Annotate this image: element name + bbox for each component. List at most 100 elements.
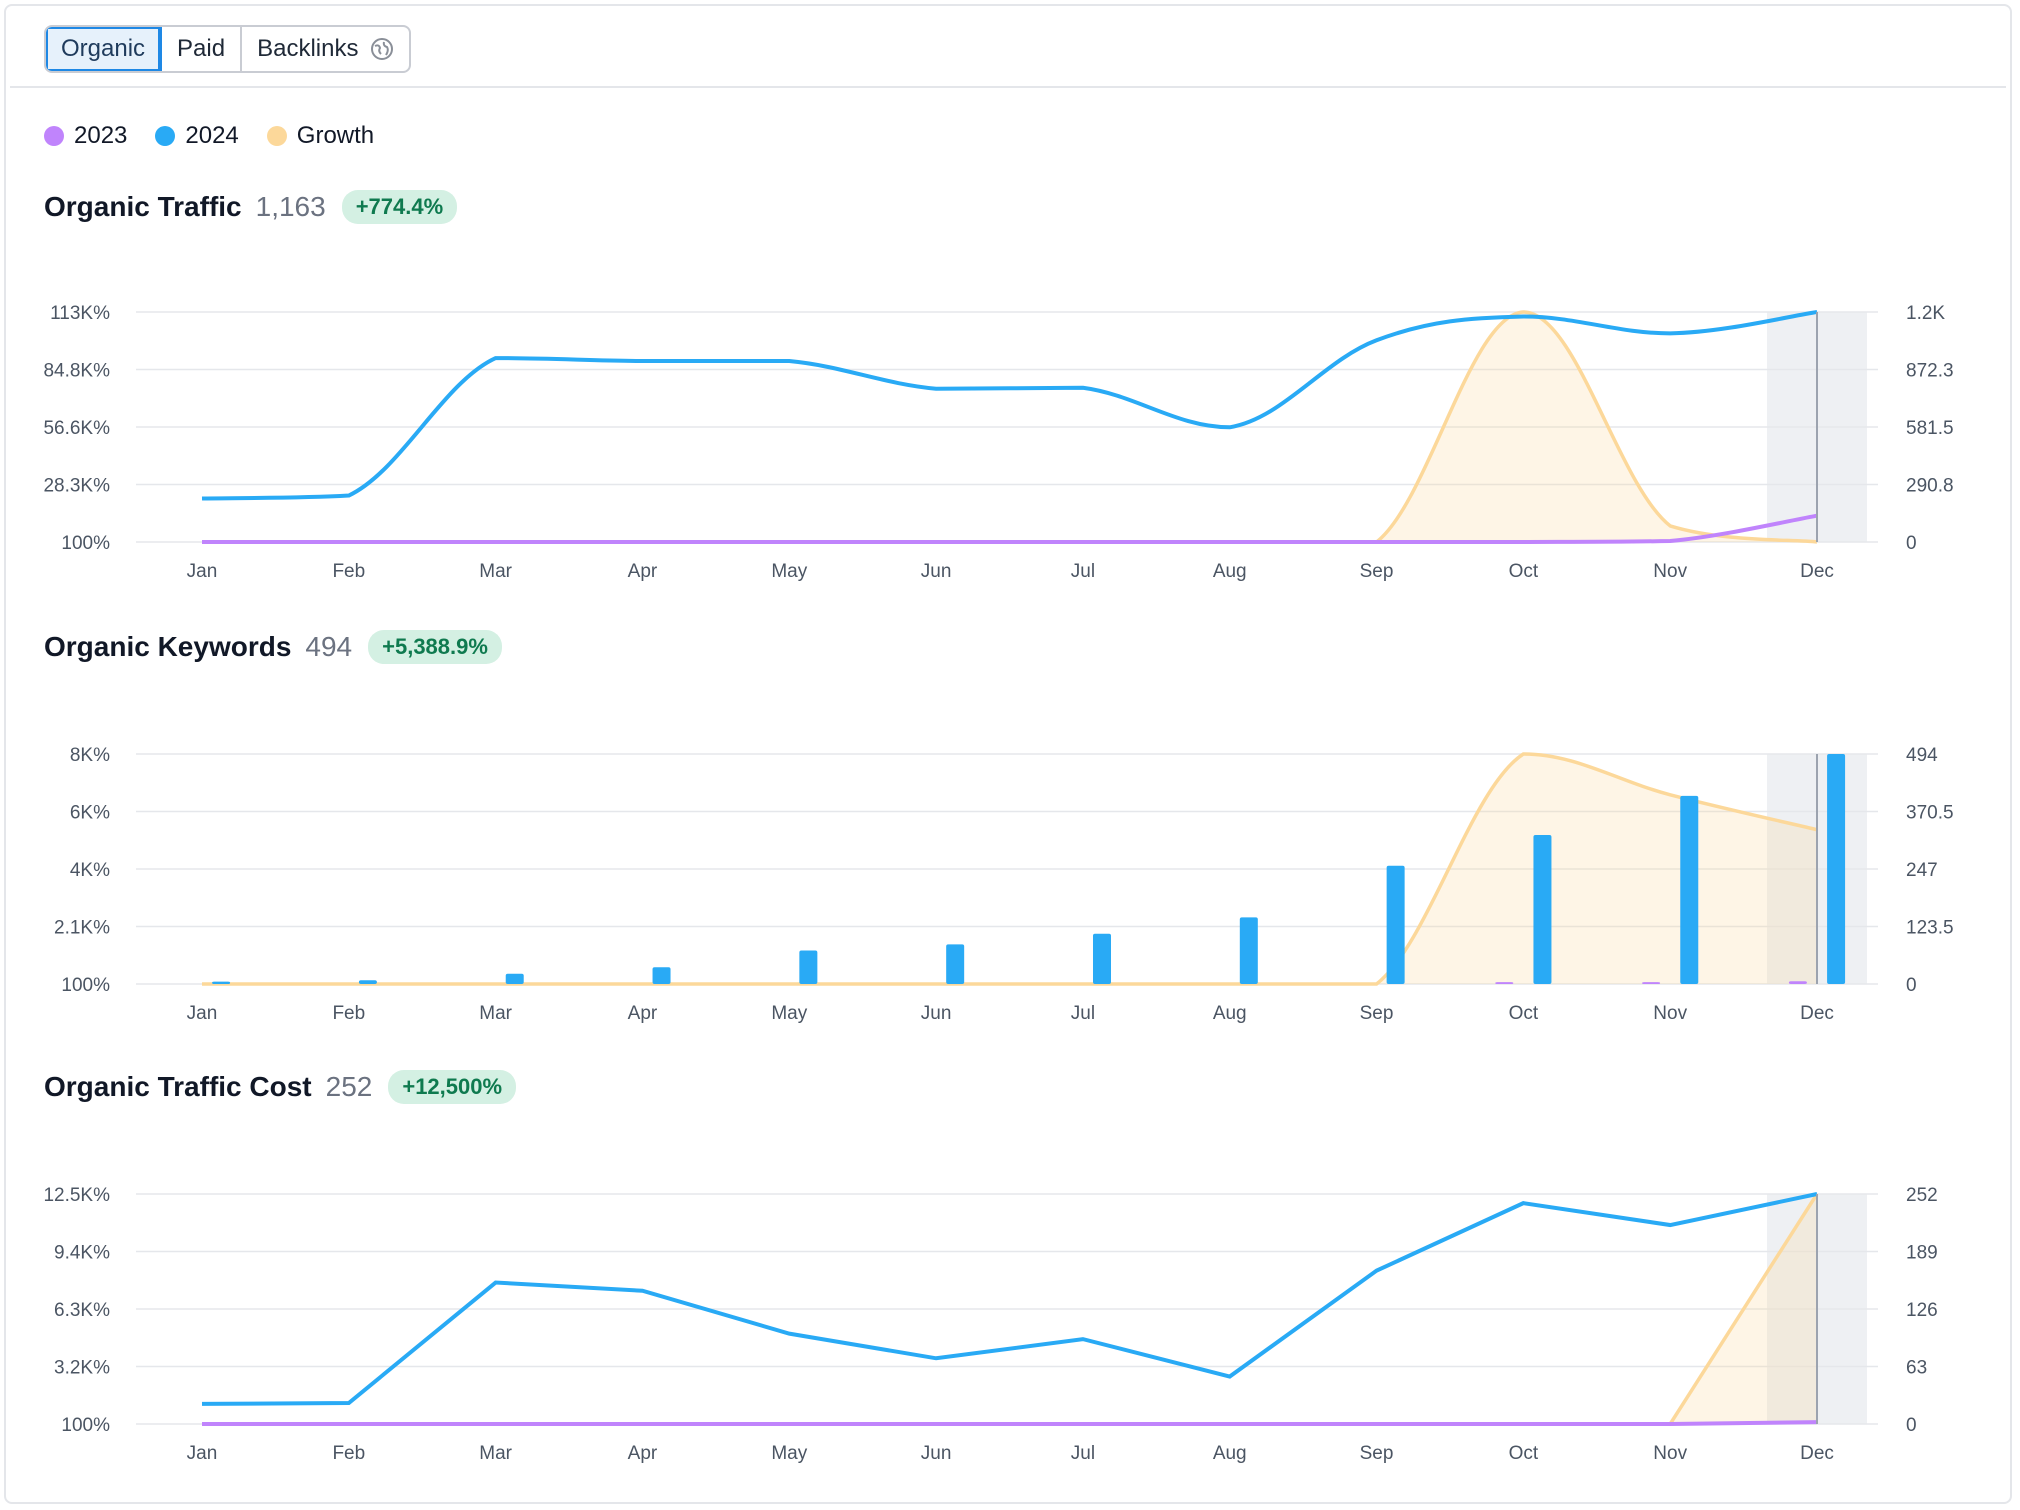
bar-2024 — [1386, 865, 1405, 984]
tab-organic[interactable]: Organic — [46, 27, 163, 71]
legend-dot-growth — [266, 126, 287, 146]
organic-traffic-cost-chart[interactable]: 12.5K% 252 9.4K% 189 6.3K% 126 3.2K% 63 100% 0 Jan… — [6, 1166, 2006, 1466]
x-tick-label: Dec — [1800, 1003, 1834, 1024]
x-tick-label: Nov — [1653, 561, 1687, 582]
x-tick-label: Mar — [479, 1443, 512, 1464]
legend-label-2024: 2024 — [185, 122, 239, 149]
legend-item-2023[interactable]: 2023 — [44, 122, 127, 150]
organic-traffic-header: Organic Traffic 1,163 +774.4% — [44, 190, 458, 224]
x-tick-label: Oct — [1509, 1443, 1539, 1464]
organic-traffic-chart[interactable]: 113K% 1.2K 84.8K% 872.3 56.6K% 581.5 28.3K% 290… — [6, 284, 2006, 584]
legend-label-growth: Growth — [296, 122, 375, 149]
x-tick-label: Oct — [1509, 561, 1539, 582]
organic-keywords-chart[interactable]: 8K% 494 6K% 370.5 4K% 247 2.1K% 123.5 100% 0 Jan Fe… — [6, 726, 2006, 1026]
legend-item-2024[interactable]: 2024 — [155, 122, 239, 150]
bar-2024 — [1092, 933, 1111, 984]
y-right-tick-label: 494 — [1906, 745, 1938, 766]
legend-dot-2024 — [155, 126, 176, 146]
change-badge: +12,500% — [388, 1070, 517, 1104]
chart-title: Organic Traffic Cost — [44, 1071, 312, 1102]
y-left-tick-label: 56.6K% — [43, 418, 110, 439]
bar-2024 — [1827, 754, 1846, 984]
y-right-tick-label: 189 — [1906, 1243, 1938, 1264]
x-tick-label: May — [771, 1003, 807, 1024]
x-tick-label: Feb — [332, 1443, 365, 1464]
x-tick-label: Oct — [1509, 1003, 1539, 1024]
growth-area — [202, 754, 1817, 984]
x-tick-label: Sep — [1360, 1003, 1394, 1024]
chart-title: Organic Traffic — [44, 191, 242, 222]
x-tick-label: Dec — [1800, 1443, 1834, 1464]
x-tick-label: Aug — [1213, 1443, 1247, 1464]
chart-legend: 2023 2024 Growth — [44, 122, 402, 150]
globe-icon — [370, 37, 394, 61]
growth-area — [202, 312, 1817, 542]
y-right-tick-label: 123.5 — [1906, 918, 1954, 939]
y-right-tick-label: 63 — [1906, 1358, 1927, 1379]
change-badge: +5,388.9% — [368, 630, 502, 664]
x-tick-label: Dec — [1800, 561, 1834, 582]
line-2024 — [201, 1192, 1818, 1406]
line-2023 — [202, 1420, 1818, 1426]
x-tick-label: Apr — [628, 1003, 658, 1024]
bar-2024 — [1680, 795, 1699, 984]
tab-organic-label: Organic — [61, 35, 146, 62]
growth-line — [201, 752, 1818, 986]
x-tick-label: Jun — [921, 1443, 952, 1464]
y-right-tick-label: 0 — [1906, 533, 1917, 554]
y-left-tick-label: 3.2K% — [54, 1358, 110, 1379]
organic-traffic-cost-header: Organic Traffic Cost 252 +12,500% — [44, 1070, 517, 1104]
bar-2024 — [1533, 835, 1552, 984]
line-2024 — [201, 310, 1818, 501]
x-tick-label: Nov — [1653, 1003, 1687, 1024]
x-tick-label: Sep — [1360, 561, 1394, 582]
x-tick-label: Feb — [332, 561, 365, 582]
chart-value: 494 — [305, 631, 353, 662]
bar-2024 — [946, 944, 965, 984]
bar-2023 — [1495, 982, 1514, 984]
line-2023 — [201, 513, 1818, 544]
y-right-tick-label: 252 — [1906, 1185, 1938, 1206]
y-left-tick-label: 8K% — [70, 745, 110, 766]
bar-2024 — [212, 981, 231, 984]
x-tick-label: Jul — [1071, 1443, 1095, 1464]
x-tick-label: Sep — [1360, 1443, 1394, 1464]
bar-2024 — [505, 973, 524, 984]
x-tick-label: Aug — [1213, 1003, 1247, 1024]
legend-dot-2023 — [44, 126, 64, 146]
y-left-tick-label: 12.5K% — [43, 1185, 110, 1206]
x-tick-label: Jul — [1071, 1003, 1095, 1024]
y-left-tick-label: 4K% — [70, 860, 110, 881]
y-right-tick-label: 872.3 — [1906, 361, 1954, 382]
y-right-tick-label: 0 — [1906, 1415, 1917, 1436]
x-tick-label: Nov — [1653, 1443, 1687, 1464]
tab-paid[interactable]: Paid — [162, 27, 243, 71]
x-tick-label: Jan — [187, 561, 218, 582]
y-right-tick-label: 1.2K — [1906, 303, 1945, 324]
bar-2023 — [1788, 981, 1807, 984]
y-left-tick-label: 113K% — [50, 303, 110, 324]
legend-item-growth[interactable]: Growth — [266, 122, 375, 150]
x-tick-label: Jul — [1071, 561, 1095, 582]
y-left-tick-label: 84.8K% — [43, 361, 110, 382]
legend-label-2023: 2023 — [74, 122, 128, 149]
y-right-tick-label: 126 — [1906, 1300, 1938, 1321]
tab-paid-label: Paid — [177, 35, 226, 62]
organic-keywords-header: Organic Keywords 494 +5,388.9% — [44, 630, 502, 664]
y-left-tick-label: 100% — [61, 533, 110, 554]
organic-overview-panel: Organic Paid Backlinks 2023 2024 Growth … — [4, 4, 2012, 1504]
change-badge: +774.4% — [341, 190, 458, 224]
x-tick-label: Jun — [921, 561, 952, 582]
tab-backlinks[interactable]: Backlinks — [242, 27, 409, 71]
x-tick-label: May — [771, 1443, 807, 1464]
x-tick-label: Apr — [628, 1443, 658, 1464]
y-right-tick-label: 247 — [1906, 860, 1938, 881]
x-tick-label: Mar — [479, 561, 512, 582]
bar-2024 — [1239, 917, 1258, 984]
y-left-tick-label: 28.3K% — [43, 476, 110, 497]
chart-title: Organic Keywords — [44, 631, 292, 662]
x-tick-label: May — [771, 561, 807, 582]
x-tick-label: Jun — [921, 1003, 952, 1024]
tab-backlinks-label: Backlinks — [257, 35, 359, 62]
bar-2023 — [1642, 982, 1661, 984]
